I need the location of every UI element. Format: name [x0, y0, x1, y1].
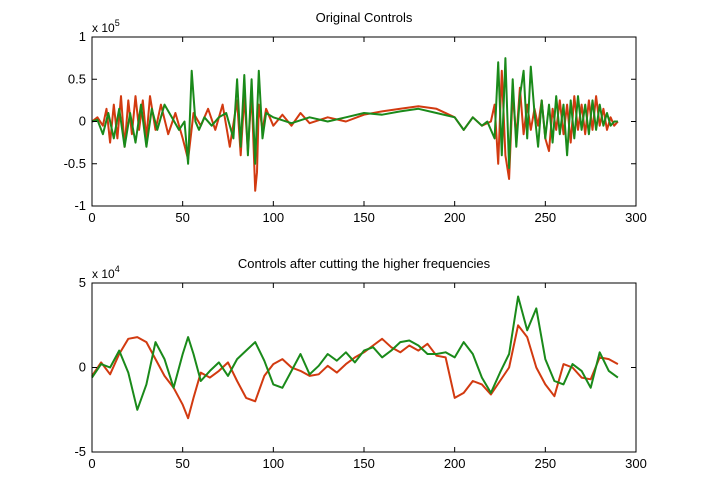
series-line-2: [91, 295, 619, 411]
y-tick-label: 0: [79, 360, 86, 375]
y-tick-label: 0.5: [68, 71, 86, 86]
x-tick-label: 100: [262, 456, 284, 471]
y-tick-label: -0.5: [64, 156, 86, 171]
axis-exponent-label: x 105: [92, 18, 120, 35]
x-tick-label: 100: [262, 210, 284, 225]
series-line-1: [91, 324, 619, 420]
x-tick-label: 50: [175, 456, 189, 471]
y-tick-label: 5: [79, 275, 86, 290]
y-tick-label: -5: [74, 444, 86, 459]
y-tick-label: -1: [74, 198, 86, 213]
axis-exponent-label: x 104: [92, 264, 120, 281]
x-tick-label: 300: [625, 456, 647, 471]
x-tick-label: 250: [534, 210, 556, 225]
chart-panel-1: 0 50 100 150 200 250 300 -1 -0.5 0 0.5 1 x 105 Origin…: [64, 10, 647, 225]
axes-box: [91, 282, 637, 453]
x-tick-label: 0: [88, 456, 95, 471]
x-tick-label: 300: [625, 210, 647, 225]
series-line-2: [91, 57, 618, 169]
x-tick-label: 250: [534, 456, 556, 471]
chart-title: Controls after cutting the higher freque…: [238, 256, 491, 271]
x-tick-label: 0: [88, 210, 95, 225]
x-tick-label: 150: [353, 210, 375, 225]
x-tick-label: 200: [444, 456, 466, 471]
x-tick-label: 200: [444, 210, 466, 225]
x-tick-label: 50: [175, 210, 189, 225]
chart-title: Original Controls: [316, 10, 413, 25]
y-tick-label: 1: [79, 29, 86, 44]
x-tick-label: 150: [353, 456, 375, 471]
y-tick-label: 0: [79, 114, 86, 129]
series-line-1: [91, 69, 619, 192]
